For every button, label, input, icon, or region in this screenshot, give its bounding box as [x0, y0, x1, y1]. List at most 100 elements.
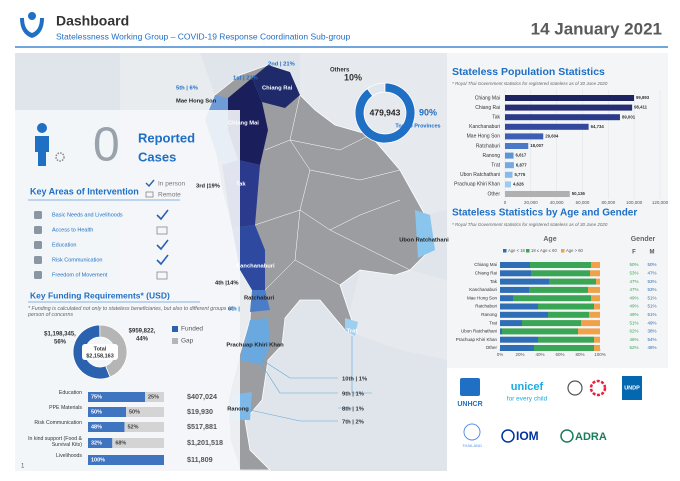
logo-shape — [501, 429, 515, 443]
bar-segment — [596, 278, 600, 285]
bar-segment — [594, 303, 600, 310]
donut-slice — [354, 82, 416, 144]
bar-segment — [500, 328, 502, 335]
gender-value: 53% — [629, 270, 638, 275]
gender-value: 49% — [629, 295, 638, 300]
item-icon — [34, 226, 42, 234]
legend-label: 18 ≤ Age ≤ 60 — [531, 248, 557, 253]
map-label: 10th | 1% — [342, 377, 367, 383]
date: 14 January 2021 — [531, 19, 662, 38]
legend-in-person — [145, 179, 155, 188]
donut-slice — [72, 324, 111, 380]
bar — [505, 114, 620, 121]
logo-shape — [460, 378, 480, 396]
bar-segment — [513, 295, 591, 302]
bar-segment — [88, 422, 125, 432]
legend-swatch — [526, 249, 530, 253]
item-label: Access to Health — [52, 227, 93, 233]
value-label: 5,775 — [514, 172, 525, 177]
bar-segment — [529, 286, 588, 293]
bar-segment — [145, 392, 164, 402]
center-total: 479,943 — [370, 107, 401, 117]
page-number: 1 — [21, 464, 25, 470]
x-tick-label: 0 — [504, 200, 507, 205]
item-label: Risk Communication — [52, 257, 102, 263]
bar-segment — [590, 270, 600, 277]
value-label: 25% — [148, 394, 159, 400]
value-label: 75% — [91, 394, 102, 400]
bar-segment — [531, 270, 590, 277]
category-label: Ranong — [482, 153, 500, 159]
value-label: 50% — [91, 409, 102, 415]
category-label: Tak — [490, 279, 498, 284]
gender-value: 49% — [647, 320, 656, 325]
bar-segment — [522, 320, 581, 327]
remote-icon — [156, 226, 168, 235]
gender-value: 51% — [647, 295, 656, 300]
bar — [505, 104, 633, 111]
gender-value: 46% — [629, 337, 638, 342]
bar-segment — [500, 286, 529, 293]
bar-segment — [88, 455, 164, 465]
bar — [505, 133, 544, 140]
gender-value: 53% — [647, 287, 656, 292]
x-tick-label: 20% — [515, 352, 524, 357]
map-label: Chiang Mai — [228, 121, 259, 127]
category-label: Mae Hong Son — [467, 295, 498, 300]
map-label: Trat — [347, 329, 358, 335]
category-label: Chiang Mai — [475, 95, 500, 101]
bar-segment — [538, 336, 594, 343]
bar — [505, 191, 570, 197]
bar-segment — [500, 278, 549, 285]
gender-value: 54% — [647, 337, 656, 342]
bar-segment — [124, 422, 164, 432]
item-icon — [34, 271, 42, 279]
in-person-icon — [156, 254, 169, 266]
legend-label: In person — [158, 181, 185, 188]
gender-value: 51% — [647, 312, 656, 317]
value-label: 18,007 — [530, 143, 544, 148]
x-tick-label: 60% — [555, 352, 564, 357]
category-label: Mae Hong Son — [467, 134, 501, 140]
logo-shape — [560, 429, 574, 443]
category-label: Tak — [492, 115, 500, 121]
chart-note: * Royal Thai Government statistics for r… — [452, 81, 608, 86]
item-icon — [34, 211, 42, 219]
map-label: 4th |14% — [215, 281, 239, 287]
map-label: Ratchaburi — [244, 296, 275, 302]
bar-segment — [500, 295, 513, 302]
map-label: Kanchanaburi — [236, 264, 275, 270]
category-label: Kanchanaburi — [469, 287, 497, 292]
category-label: Ratchaburi — [475, 304, 497, 309]
value-label: 99,893 — [636, 95, 650, 100]
legend-swatch — [172, 338, 178, 344]
category-label: Kanchanaburi — [469, 124, 500, 130]
legend-label: Gap — [181, 338, 194, 345]
bar — [505, 162, 514, 169]
value-label: 50,136 — [572, 191, 586, 196]
bar-segment — [88, 438, 113, 448]
value-label: 90% — [419, 107, 437, 117]
partner-logo: unicef — [511, 381, 544, 393]
gender-value: 48% — [647, 345, 656, 350]
category-label: Trat — [491, 163, 500, 169]
item-icon — [34, 241, 42, 249]
category-label: Chiang Mai — [474, 262, 497, 267]
legend-label: Age < 18 — [508, 248, 526, 253]
logo-shape — [567, 380, 583, 396]
partner-logo: for every child — [507, 396, 548, 403]
bar-segment — [549, 278, 596, 285]
gender-value: 49% — [629, 304, 638, 309]
in-person-icon — [156, 239, 169, 251]
value-label: 68% — [115, 440, 126, 446]
bar-segment — [538, 303, 594, 310]
neighbour-land — [345, 270, 447, 360]
partner-logo: UNHCR — [457, 401, 482, 408]
center-total: $2,158,163 — [86, 353, 114, 359]
category-label: Chiang Rai — [475, 105, 500, 111]
value-label: 98,411 — [634, 105, 648, 110]
value-label: 50% — [129, 409, 140, 415]
gender-value: 38% — [647, 329, 656, 334]
bar-segment — [534, 345, 594, 351]
remote-icon — [156, 271, 168, 280]
